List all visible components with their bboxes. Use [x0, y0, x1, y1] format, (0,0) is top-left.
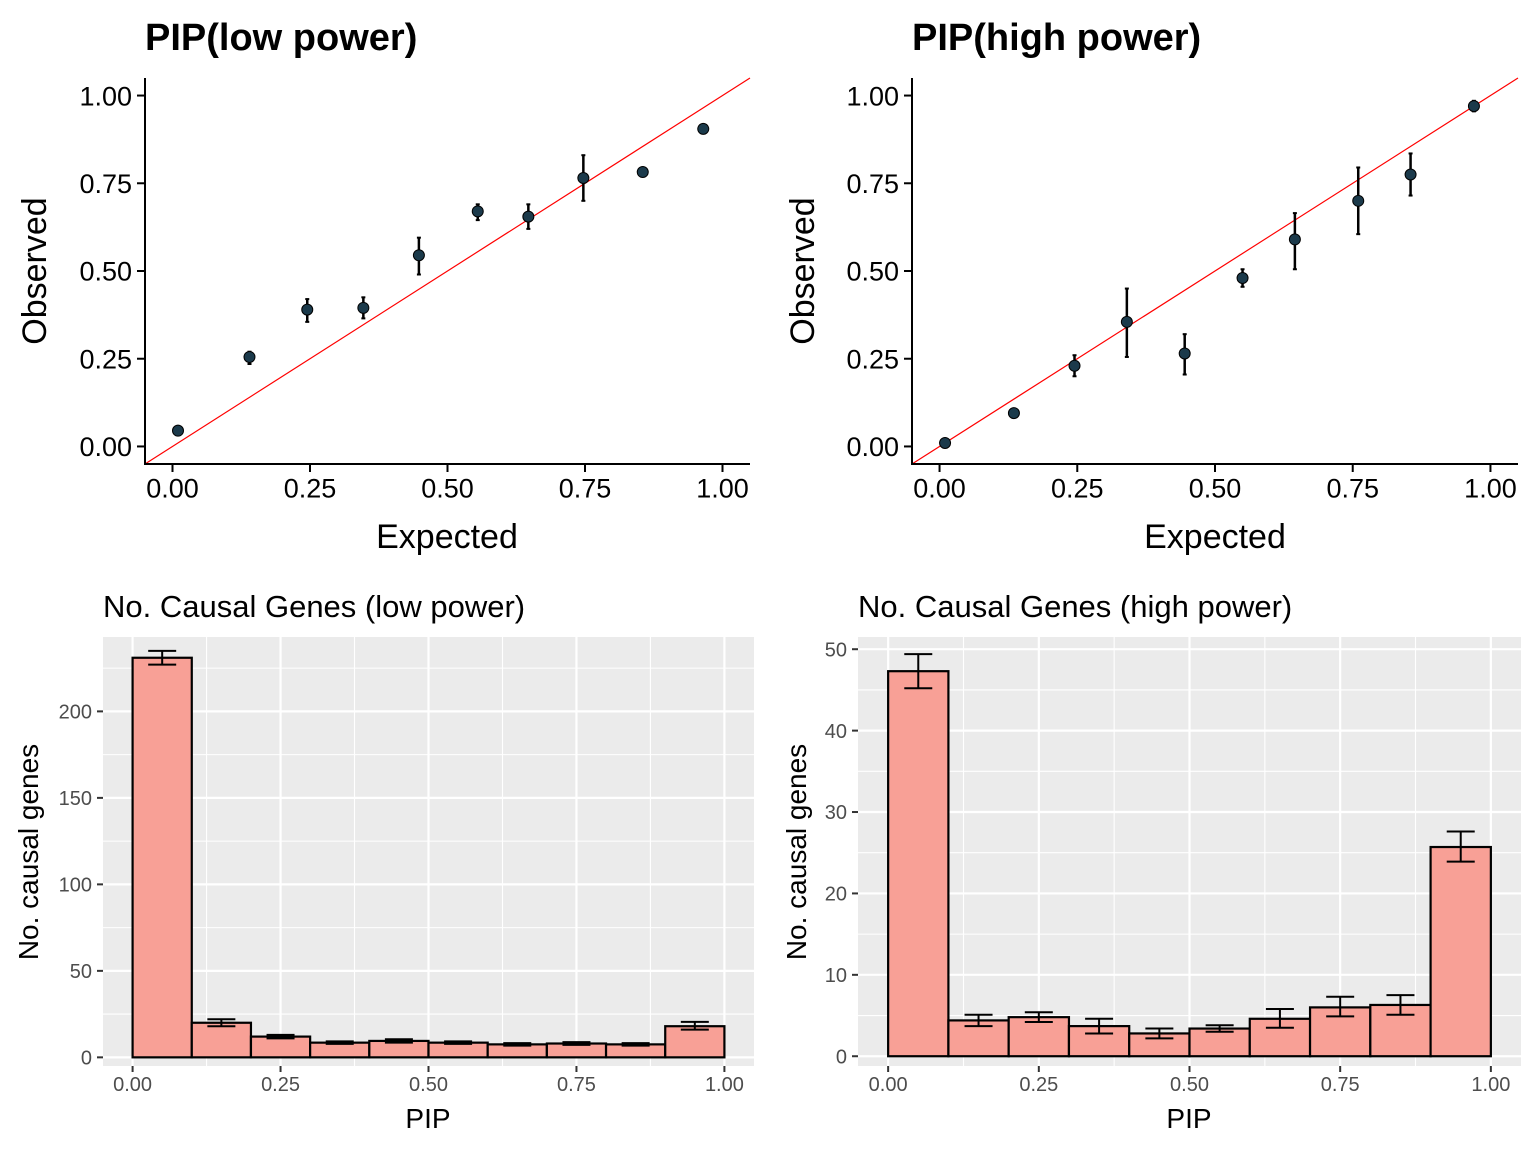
- y-tick-label: 20: [825, 884, 847, 906]
- y-tick-label: 1.00: [846, 81, 899, 111]
- y-ticks: 0.00 0.25 0.50 0.75 1.00: [79, 81, 145, 462]
- plot-area: [911, 77, 1519, 465]
- y-axis-label: Observed: [16, 197, 54, 344]
- x-tick-label: 0.50: [1170, 1074, 1209, 1096]
- y-tick-label: 100: [59, 875, 92, 897]
- y-tick-label: 1.00: [79, 81, 132, 111]
- plot-area: [131, 649, 726, 1059]
- data-point: [412, 249, 425, 262]
- panel-title: No. Causal Genes (high power): [858, 589, 1292, 624]
- data-point: [1467, 100, 1480, 113]
- data-point: [357, 301, 370, 314]
- y-tick-label: 200: [59, 702, 92, 724]
- identity-line: [144, 77, 751, 465]
- y-ticks: 0 10 20 30 40 50: [825, 639, 858, 1068]
- data-point: [697, 122, 710, 135]
- x-tick-label: 0.25: [261, 1074, 300, 1096]
- data-point: [1007, 407, 1020, 420]
- panel-causal-genes-low-power: No. Causal Genes (low power) 0 50 100 150 20…: [13, 589, 754, 1134]
- data-point: [1236, 272, 1249, 285]
- panel-title: PIP(low power): [145, 17, 417, 59]
- y-tick-label: 0.00: [846, 432, 899, 462]
- y-tick-label: 0.50: [846, 257, 899, 287]
- identity-line: [911, 77, 1519, 465]
- y-tick-label: 30: [825, 802, 847, 824]
- y-tick-label: 40: [825, 721, 847, 743]
- y-axis-label: Observed: [784, 197, 822, 344]
- panel-pip-low-power: PIP(low power) 0.00 0.25 0.50 0.75 1.00 0.00…: [16, 17, 751, 556]
- x-tick-label: 0.00: [913, 474, 966, 504]
- data-point: [471, 205, 484, 218]
- data-point: [243, 350, 256, 363]
- y-tick-label: 10: [825, 965, 847, 987]
- x-tick-label: 0.25: [284, 474, 337, 504]
- y-tick-label: 0.25: [846, 344, 899, 374]
- y-axis-label: No. causal genes: [781, 744, 812, 960]
- x-tick-label: 0.50: [409, 1074, 448, 1096]
- x-axis-label: Expected: [376, 518, 518, 556]
- y-tick-label: 50: [70, 961, 92, 983]
- y-ticks: 0 50 100 150 200: [59, 702, 103, 1070]
- x-ticks: 0.00 0.25 0.50 0.75 1.00: [913, 464, 1517, 504]
- data-point: [301, 303, 314, 316]
- data-point: [1178, 347, 1191, 360]
- data-point: [522, 210, 535, 223]
- bar: [190, 1021, 253, 1059]
- data-point: [172, 424, 184, 437]
- x-axis-label: PIP: [1166, 1103, 1211, 1134]
- x-tick-label: 0.25: [1019, 1074, 1058, 1096]
- panel-title: PIP(high power): [912, 17, 1201, 59]
- y-tick-label: 150: [59, 788, 92, 810]
- x-tick-label: 1.00: [696, 474, 749, 504]
- data-point: [1404, 168, 1417, 181]
- x-tick-label: 0.75: [1326, 474, 1379, 504]
- bar: [887, 670, 950, 1058]
- x-ticks: 0.00 0.25 0.50 0.75 1.00: [146, 464, 749, 504]
- y-tick-label: 0.50: [79, 257, 132, 287]
- bar: [664, 1025, 726, 1059]
- x-tick-label: 0.00: [146, 474, 199, 504]
- y-axis-label: No. causal genes: [13, 744, 44, 960]
- data-point: [577, 172, 590, 185]
- x-tick-label: 0.75: [1321, 1074, 1360, 1096]
- bar: [249, 1035, 312, 1059]
- y-tick-label: 0.75: [846, 169, 899, 199]
- bar: [131, 656, 193, 1059]
- x-tick-label: 0.50: [421, 474, 474, 504]
- panel-causal-genes-high-power: No. Causal Genes (high power) 0 10 20 30 40 5…: [781, 589, 1521, 1134]
- y-tick-label: 0.00: [79, 432, 132, 462]
- y-tick-label: 0: [836, 1046, 847, 1068]
- data-point: [1068, 359, 1081, 372]
- x-tick-label: 1.00: [1464, 474, 1517, 504]
- bar: [1429, 845, 1492, 1058]
- x-tick-label: 0.00: [113, 1074, 152, 1096]
- x-tick-label: 0.50: [1189, 474, 1242, 504]
- data-point: [636, 166, 649, 179]
- data-point: [1352, 194, 1365, 207]
- x-axis-label: Expected: [1144, 518, 1286, 556]
- x-ticks: 0.00 0.25 0.50 0.75 1.00: [113, 1066, 744, 1096]
- x-tick-label: 0.00: [869, 1074, 908, 1096]
- y-tick-label: 50: [825, 639, 847, 661]
- x-tick-label: 0.25: [1051, 474, 1104, 504]
- data-point: [1120, 315, 1133, 328]
- y-ticks: 0.00 0.25 0.50 0.75 1.00: [846, 81, 912, 462]
- y-tick-label: 0: [81, 1048, 92, 1070]
- x-tick-label: 0.75: [559, 474, 612, 504]
- y-tick-label: 0.75: [79, 169, 132, 199]
- plot-area: [887, 653, 1492, 1058]
- x-ticks: 0.00 0.25 0.50 0.75 1.00: [869, 1066, 1510, 1096]
- panel-pip-high-power: PIP(high power) 0.00 0.25 0.50 0.75 1.00 0.0…: [784, 17, 1519, 556]
- panel-title: No. Causal Genes (low power): [103, 589, 525, 624]
- x-axis-label: PIP: [405, 1103, 450, 1134]
- data-point: [939, 436, 952, 449]
- x-tick-label: 1.00: [705, 1074, 744, 1096]
- x-tick-label: 0.75: [557, 1074, 596, 1096]
- y-tick-label: 0.25: [79, 344, 132, 374]
- plot-area: [144, 77, 751, 465]
- x-tick-label: 1.00: [1471, 1074, 1510, 1096]
- data-point: [1288, 233, 1301, 246]
